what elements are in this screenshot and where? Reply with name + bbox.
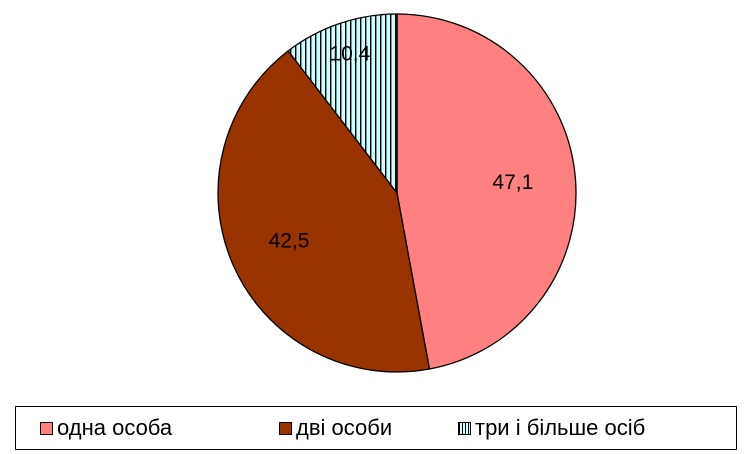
legend-swatch-two-persons [279, 421, 292, 435]
slice-label-two-persons: 42,5 [269, 229, 310, 252]
legend-item-one-person: одна особа [40, 407, 172, 449]
legend-item-two-persons: дві особи [279, 407, 392, 449]
legend-label-two-persons: дві особи [296, 415, 393, 440]
slice-label-one-person: 47,1 [492, 171, 533, 194]
pie-slice-two-persons [217, 49, 431, 373]
slice-label-three-or-more: 10,4 [329, 42, 370, 65]
chart-legend: одна особа дві особи три і більше осіб [15, 406, 737, 450]
pie-slice-one-person [396, 13, 577, 370]
pie-slice-three-or-more [287, 13, 398, 195]
legend-swatch-one-person [40, 421, 53, 435]
legend-swatch-three-or-more [458, 421, 471, 435]
legend-label-three-or-more: три і більше осіб [475, 415, 646, 440]
legend-label-one-person: одна особа [57, 415, 173, 440]
legend-item-three-or-more: три і більше осіб [458, 407, 645, 449]
